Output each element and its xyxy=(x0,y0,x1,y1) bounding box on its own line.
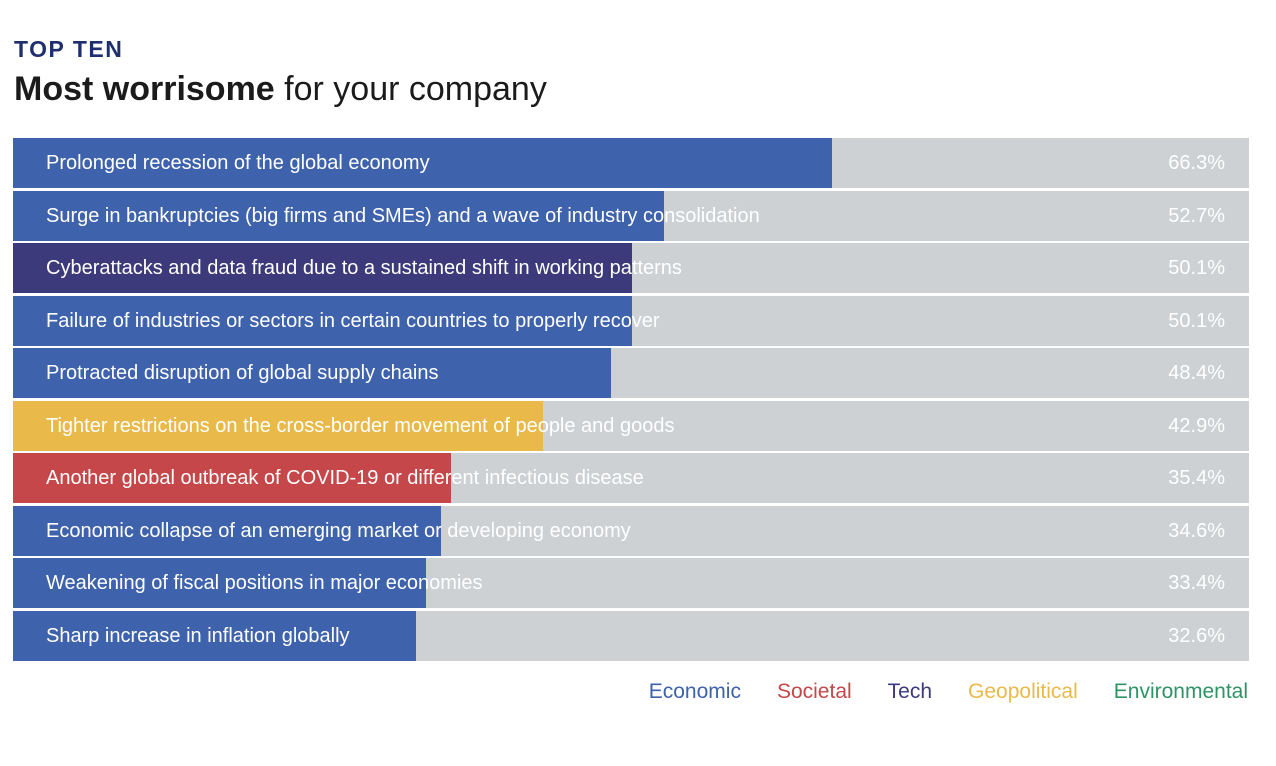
bar-row: Prolonged recession of the global econom… xyxy=(13,138,1249,188)
bar-row: Weakening of fiscal positions in major e… xyxy=(13,558,1249,608)
bar xyxy=(13,348,612,398)
title-rest: for your company xyxy=(274,70,547,108)
bar-label: Failure of industries or sectors in cert… xyxy=(46,309,660,332)
value-label: 33.4% xyxy=(1168,572,1225,594)
bar-row: Tighter restrictions on the cross-border… xyxy=(13,400,1249,451)
bar-row: Cyberattacks and data fraud due to a sus… xyxy=(13,243,1249,293)
value-label: 48.4% xyxy=(1168,362,1225,384)
bar-label: Protracted disruption of global supply c… xyxy=(46,362,439,384)
bar xyxy=(13,453,451,503)
bar-label: Surge in bankruptcies (big firms and SME… xyxy=(46,204,760,227)
legend-item-geopolitical: Geopolitical xyxy=(968,680,1078,703)
bar-chart: Prolonged recession of the global econom… xyxy=(13,138,1249,663)
bar xyxy=(13,505,441,556)
value-label: 35.4% xyxy=(1168,467,1225,489)
chart-legend: Economic Societal Tech Geopolitical Environm… xyxy=(649,680,1248,704)
bar-label: Sharp increase in inflation globally xyxy=(46,624,350,647)
bar-row: Sharp increase in inflation globally 32.6… xyxy=(13,610,1249,661)
bar-row: Failure of industries or sectors in cert… xyxy=(13,295,1249,346)
bar-label: Economic collapse of an emerging market … xyxy=(46,519,631,542)
bar xyxy=(13,400,544,451)
legend-item-economic: Economic xyxy=(648,680,741,703)
bar xyxy=(13,138,833,188)
bar xyxy=(13,558,426,608)
title-strong: Most worrisome xyxy=(14,70,275,108)
bar-label: Weakening of fiscal positions in major e… xyxy=(46,572,483,594)
bar-label: Tighter restrictions on the cross-border… xyxy=(46,414,675,437)
bar-label: Another global outbreak of COVID-19 or d… xyxy=(46,467,644,489)
value-label: 32.6% xyxy=(1168,624,1225,647)
legend-item-tech: Tech xyxy=(887,680,933,703)
chart-title: Most worrisome for your company xyxy=(14,70,547,109)
legend-item-environmental: Environmental xyxy=(1113,680,1248,703)
bar-row: Protracted disruption of global supply c… xyxy=(13,348,1249,398)
legend-item-societal: Societal xyxy=(776,680,852,703)
value-label: 50.1% xyxy=(1168,309,1225,332)
value-label: 66.3% xyxy=(1168,152,1225,174)
chart-kicker: TOP TEN xyxy=(14,36,124,62)
bar-row: Economic collapse of an emerging market … xyxy=(13,505,1249,556)
bar xyxy=(13,610,416,661)
value-label: 42.9% xyxy=(1168,414,1225,437)
bar-label: Cyberattacks and data fraud due to a sus… xyxy=(46,257,682,279)
bar-label: Prolonged recession of the global econom… xyxy=(46,152,430,174)
value-label: 52.7% xyxy=(1168,204,1225,227)
bar-row: Another global outbreak of COVID-19 or d… xyxy=(13,453,1249,503)
value-label: 34.6% xyxy=(1168,519,1225,542)
bar xyxy=(13,190,665,241)
bar-row: Surge in bankruptcies (big firms and SME… xyxy=(13,190,1249,241)
bar xyxy=(13,243,633,293)
bar xyxy=(13,295,633,346)
value-label: 50.1% xyxy=(1168,257,1225,279)
